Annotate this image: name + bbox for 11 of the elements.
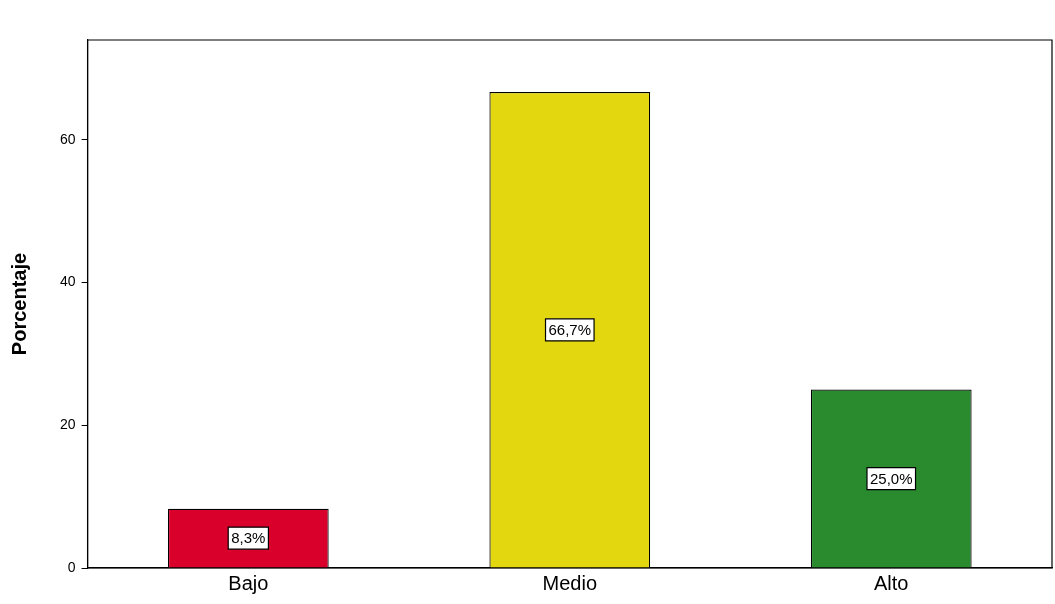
x-tick-label: Bajo xyxy=(228,571,269,594)
y-tick-label: 60 xyxy=(59,130,76,147)
x-tick-label: Alto xyxy=(874,571,909,594)
data-label: 66,7% xyxy=(548,320,592,338)
data-label: 25,0% xyxy=(869,469,913,487)
y-tick-label: 0 xyxy=(67,558,76,575)
y-tick-label: 40 xyxy=(59,273,76,290)
y-tick-label: 20 xyxy=(59,416,76,433)
y-axis-title: Porcentaje xyxy=(7,252,30,356)
x-tick-label: Medio xyxy=(542,571,598,594)
data-label: 8,3% xyxy=(231,529,266,547)
